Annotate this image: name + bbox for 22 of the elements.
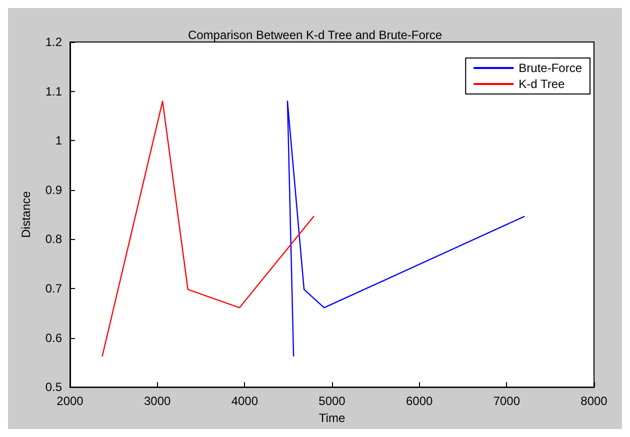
y-axis-title: Distance: [19, 190, 33, 238]
x-axis-title: Time: [318, 411, 346, 425]
line-series: [286, 100, 525, 357]
y-tick-label: 1.2: [45, 35, 62, 49]
x-tick-label: 8000: [580, 394, 608, 408]
legend-label: Brute-Force: [518, 61, 582, 75]
legend-label: K-d Tree: [518, 77, 565, 91]
y-tick-label: 1: [55, 134, 62, 148]
x-tick-label: 5000: [318, 394, 346, 408]
line-series: [102, 100, 314, 357]
x-tick-label: 7000: [493, 394, 520, 408]
x-tick-label: 6000: [406, 394, 434, 408]
y-tick-label: 0.9: [45, 182, 62, 197]
chart-title: Comparison Between K-d Tree and Brute-Force: [188, 28, 442, 42]
y-tick-label: 0.7: [45, 282, 62, 296]
x-tick-label: 4000: [231, 394, 258, 408]
y-tick-label: 0.6: [45, 330, 62, 345]
x-tick-label: 3000: [144, 394, 172, 408]
y-tick-label: 1.1: [45, 84, 62, 98]
x-tick-label: 2000: [56, 394, 84, 408]
y-tick-label: 0.8: [45, 232, 62, 246]
y-tick-label: 0.5: [45, 380, 62, 394]
